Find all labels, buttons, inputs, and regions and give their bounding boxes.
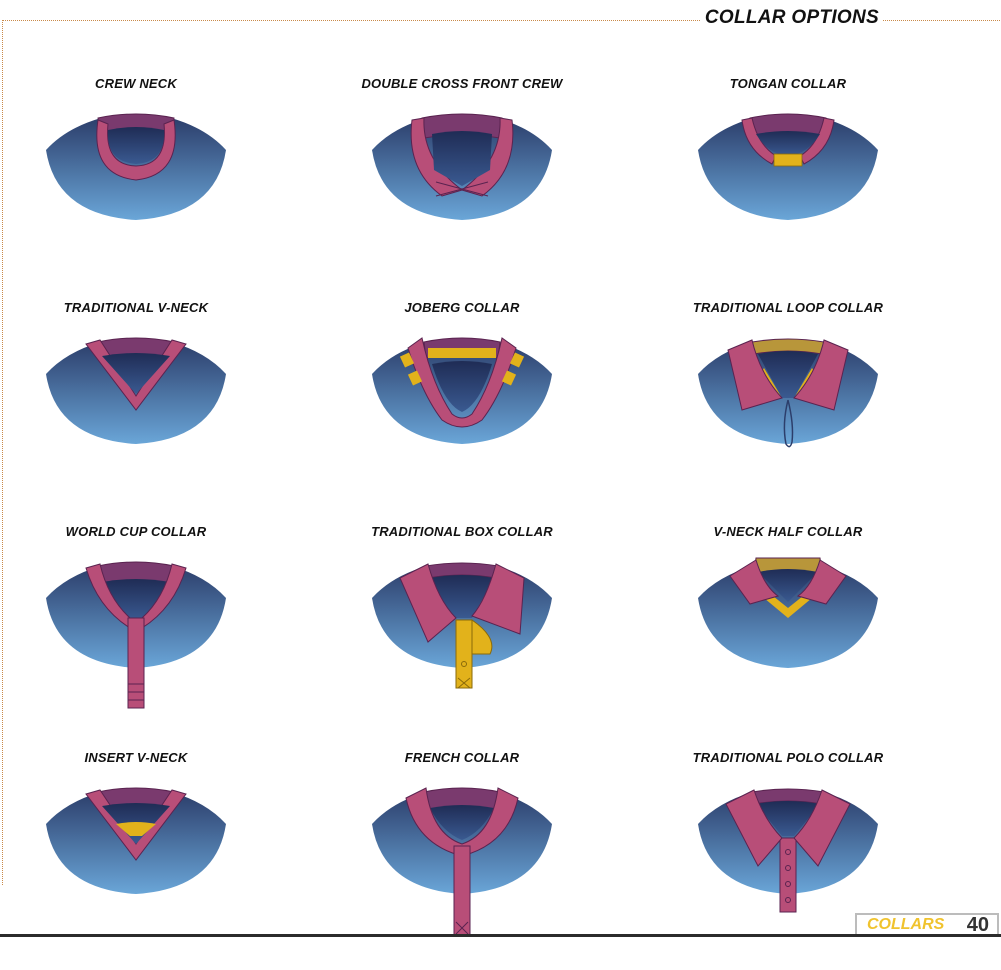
collar-option: DOUBLE CROSS FRONT CREW <box>302 76 622 296</box>
frame-left-border <box>2 20 3 885</box>
joberg-collar-icon <box>372 337 552 444</box>
collar-label: FRENCH COLLAR <box>404 750 520 765</box>
tongan-collar-icon <box>698 113 878 220</box>
collar-label: V-NECK HALF COLLAR <box>713 524 863 539</box>
collar-label: TRADITIONAL POLO COLLAR <box>692 750 884 765</box>
collar-option: FRENCH COLLAR <box>302 750 622 970</box>
collar-option: TRADITIONAL POLO COLLAR <box>628 750 948 970</box>
collar-label: WORLD CUP COLLAR <box>65 524 207 539</box>
v-neck-half-collar-icon <box>698 557 878 668</box>
collar-label: CREW NECK <box>95 76 177 91</box>
traditional-loop-collar-icon <box>698 338 878 448</box>
page-title: COLLAR OPTIONS <box>700 7 883 29</box>
insert-v-neck-icon <box>46 787 226 894</box>
collar-option: JOBERG COLLAR <box>302 300 622 520</box>
crew-neck-icon <box>46 113 226 220</box>
collar-option: TRADITIONAL V-NECK <box>0 300 296 520</box>
collar-option: TRADITIONAL BOX COLLAR <box>302 524 622 744</box>
collar-option: INSERT V-NECK <box>0 750 296 970</box>
collar-option: WORLD CUP COLLAR <box>0 524 296 744</box>
collar-option: V-NECK HALF COLLAR <box>628 524 948 744</box>
collar-option: TRADITIONAL LOOP COLLAR <box>628 300 948 520</box>
footer-page-tab: COLLARS 40 <box>855 913 999 936</box>
traditional-polo-collar-icon <box>698 788 878 913</box>
double-cross-front-crew-icon <box>372 113 552 220</box>
french-collar-icon <box>372 787 552 937</box>
frame-top-border <box>2 20 1000 21</box>
collar-label: TONGAN COLLAR <box>729 76 847 91</box>
footer-page-number: 40 <box>966 914 989 936</box>
collar-label: TRADITIONAL LOOP COLLAR <box>692 300 884 315</box>
collar-option: CREW NECK <box>0 76 296 296</box>
traditional-box-collar-icon <box>372 562 552 689</box>
collar-label: JOBERG COLLAR <box>404 300 520 315</box>
collar-label: DOUBLE CROSS FRONT CREW <box>361 76 563 91</box>
traditional-v-neck-icon <box>46 337 226 444</box>
bottom-rule <box>0 934 1001 937</box>
world-cup-collar-icon <box>46 561 226 709</box>
collar-option: TONGAN COLLAR <box>628 76 948 296</box>
collar-label: TRADITIONAL BOX COLLAR <box>371 524 553 539</box>
collar-label: TRADITIONAL V-NECK <box>63 300 209 315</box>
footer-section-label: COLLARS <box>867 916 945 933</box>
collar-label: INSERT V-NECK <box>84 750 188 765</box>
